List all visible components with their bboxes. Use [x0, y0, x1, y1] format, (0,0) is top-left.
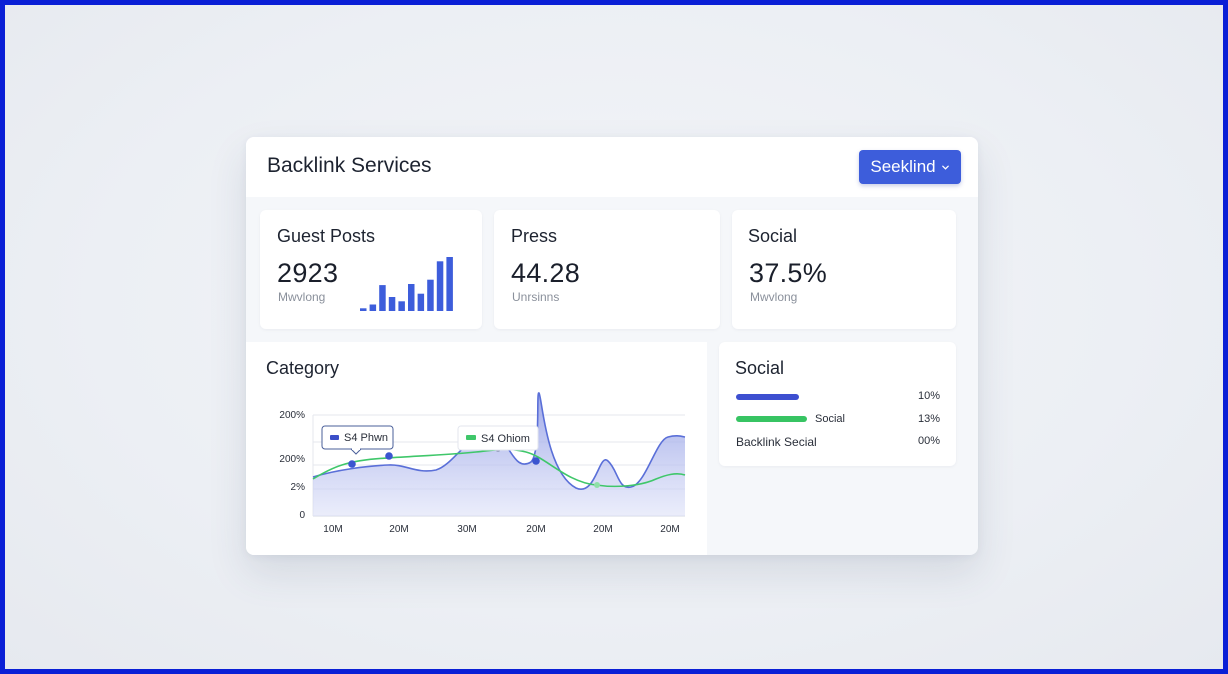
- panel-header: Backlink Services Seeklind: [246, 137, 978, 197]
- stat-card-value: 37.5%: [749, 258, 828, 288]
- data-point-marker: [385, 452, 393, 460]
- x-tick-label: 20M: [389, 524, 408, 535]
- mini-bar-chart: [360, 257, 453, 311]
- stat-card-title: Guest Posts: [277, 226, 376, 246]
- y-tick-label: 200%: [279, 454, 305, 465]
- social-breakdown-card: Social 10% Social 13% Backlink Secial 00…: [719, 342, 956, 466]
- social-row-percent: 10%: [917, 390, 940, 402]
- category-title: Category: [266, 358, 340, 378]
- service-select-label: Seeklind: [870, 157, 936, 176]
- stat-card-guest-posts[interactable]: Guest Posts 2923 Mwvlong: [260, 210, 482, 329]
- tooltip-series-1: S4 Phwn: [321, 425, 394, 455]
- service-select-button[interactable]: Seeklind: [859, 150, 961, 184]
- stat-card-title: Press: [511, 226, 558, 246]
- social-row-percent: 13%: [917, 413, 940, 425]
- legend-swatch-green: [466, 435, 476, 440]
- stat-card-press[interactable]: Press 44.28 Unrsinns: [494, 210, 720, 329]
- stat-card-value: 2923: [277, 258, 339, 288]
- stat-card-subtitle: Unrsinns: [512, 290, 560, 304]
- mini-bar: [369, 304, 377, 311]
- background-canvas: Backlink Services Seeklind Guest Posts 2…: [5, 5, 1223, 669]
- legend-swatch-blue: [330, 435, 339, 440]
- x-tick-label: 20M: [526, 524, 545, 535]
- tooltip-label: S4 Phwn: [344, 432, 388, 444]
- social-row-percent: 00%: [917, 435, 940, 447]
- social-row-label: Backlink Secial: [736, 435, 817, 449]
- data-point-marker: [348, 460, 356, 468]
- area-series-fill: [313, 392, 685, 516]
- panel-title: Backlink Services: [267, 154, 432, 177]
- social-progress-bar: [736, 394, 799, 400]
- mini-bar: [360, 308, 367, 311]
- data-point-marker: [532, 457, 540, 465]
- data-point-marker: [594, 482, 600, 488]
- stat-card-subtitle: Mwvlong: [750, 290, 798, 304]
- social-breakdown-title: Social: [735, 358, 785, 378]
- category-area-chart: 200% 200% 2% 0: [279, 392, 686, 535]
- x-tick-label: 30M: [457, 524, 476, 535]
- y-tick-label: 0: [299, 510, 305, 521]
- chevron-down-icon: [941, 165, 949, 170]
- x-tick-label: 20M: [660, 524, 679, 535]
- x-tick-label: 20M: [593, 524, 612, 535]
- mini-bar: [427, 279, 434, 311]
- x-tick-label: 10M: [323, 524, 342, 535]
- stat-card-social[interactable]: Social 37.5% Mwvlong: [732, 210, 956, 329]
- stat-card-value: 44.28: [511, 258, 581, 288]
- mini-bar: [398, 301, 405, 311]
- stat-card-subtitle: Mwvlong: [278, 290, 326, 304]
- category-chart-card: Category 200% 200% 2%: [246, 342, 707, 555]
- y-tick-label: 200%: [279, 410, 305, 421]
- mini-bar: [446, 257, 453, 311]
- mini-bar: [379, 285, 386, 311]
- mini-bar: [417, 293, 425, 311]
- social-progress-bar: [736, 416, 807, 422]
- area-series-line: [312, 392, 686, 490]
- mini-bar: [436, 261, 444, 311]
- tooltip-label: S4 Ohiom: [481, 433, 530, 445]
- backlink-services-panel: Backlink Services Seeklind Guest Posts 2…: [246, 137, 978, 555]
- mini-bar: [408, 284, 415, 311]
- social-row-label: Social: [815, 413, 845, 425]
- tooltip-series-2: S4 Ohiom: [457, 425, 539, 451]
- stat-card-title: Social: [748, 226, 798, 246]
- y-tick-label: 2%: [291, 482, 306, 493]
- mini-bar: [388, 297, 396, 311]
